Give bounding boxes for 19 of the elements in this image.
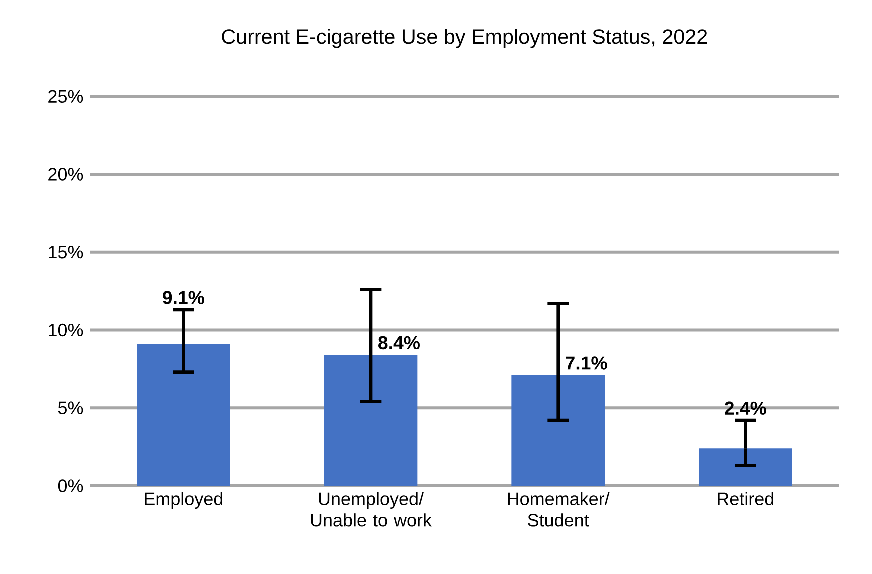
bar [324, 355, 418, 486]
data-label: 8.4% [378, 336, 420, 350]
x-tick-label: Retired [718, 492, 774, 506]
x-tick-label: Homemaker/ Student [508, 492, 610, 527]
x-tick-label: Employed [145, 492, 223, 510]
y-tick-label: 25% [48, 90, 84, 104]
y-tick-label: 15% [49, 246, 84, 259]
bar [137, 344, 230, 486]
bar [699, 448, 792, 486]
data-label: 9.1% [163, 291, 204, 304]
data-label: 2.4% [725, 402, 766, 415]
data-label: 7.1% [566, 356, 608, 370]
y-tick-label: 20% [48, 168, 84, 181]
y-tick-label: 10% [49, 324, 84, 337]
y-tick-label: 5% [58, 402, 84, 414]
x-tick-label: Unemployed/ Unable to work [311, 492, 432, 527]
chart-title: Current E-cigarette Use by Employment Status, 2022 [222, 29, 708, 48]
y-tick-label: 0% [58, 480, 84, 492]
bar [512, 375, 605, 486]
